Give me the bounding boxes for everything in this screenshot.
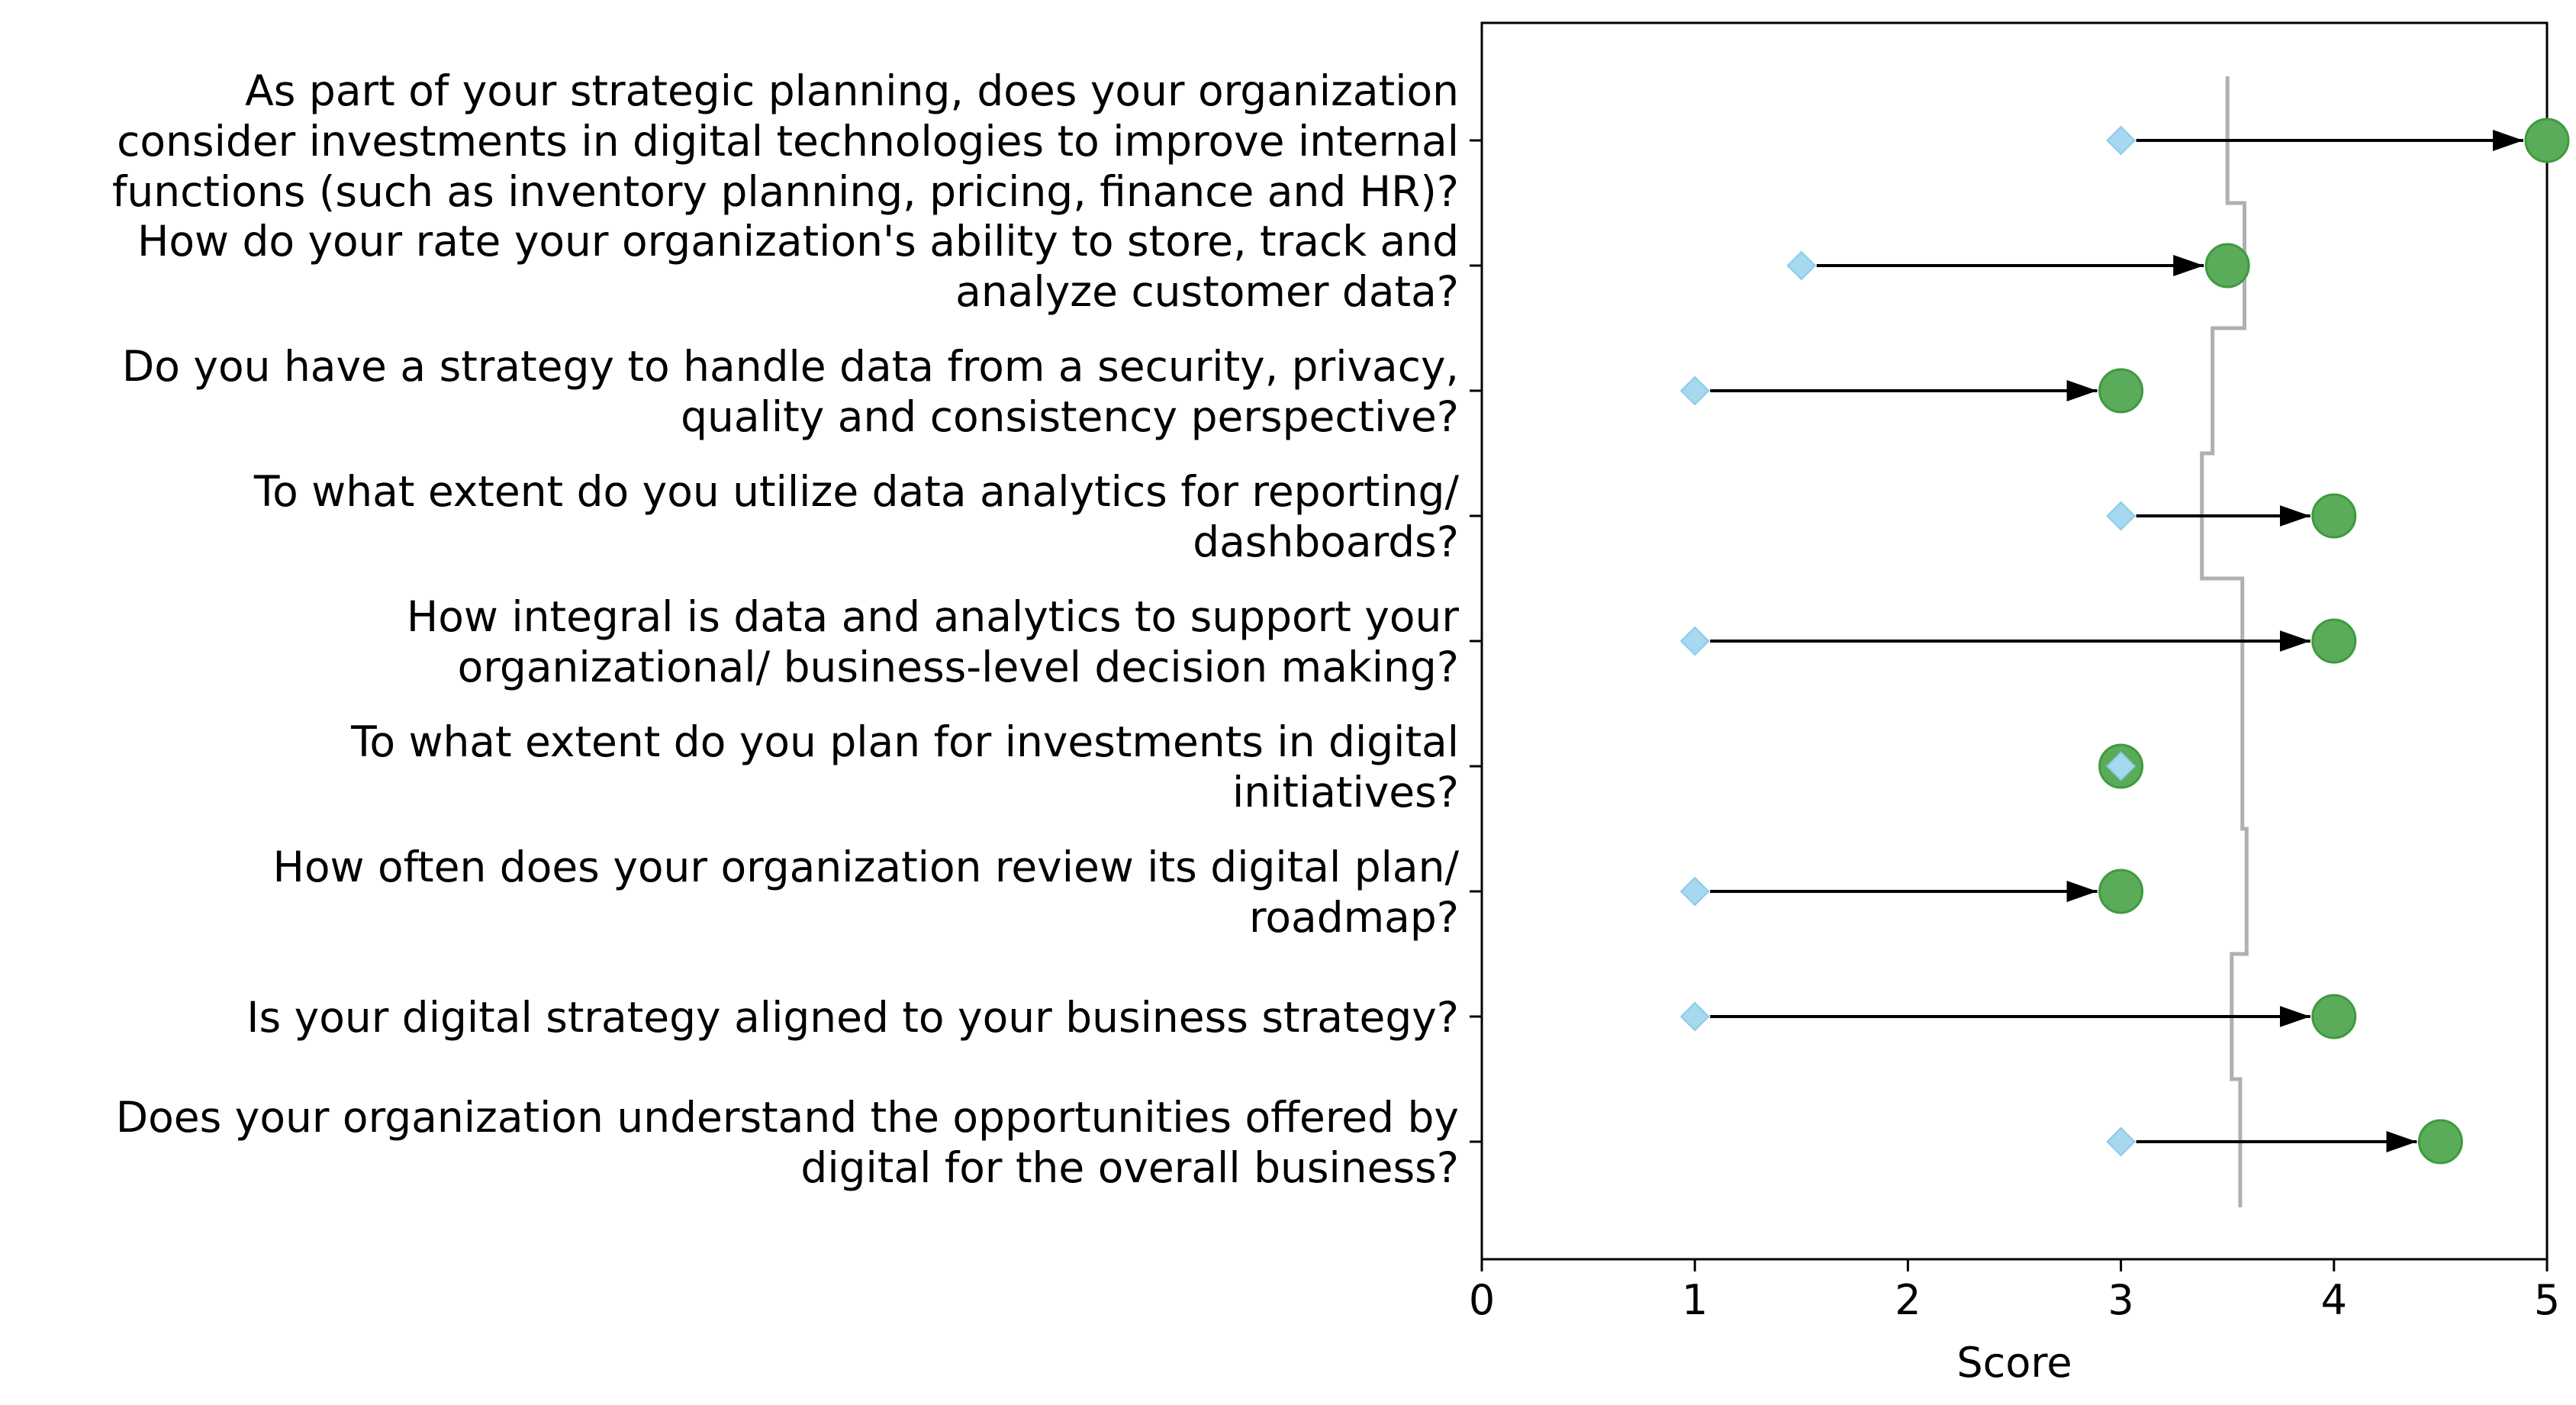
end-marker: [2311, 618, 2357, 664]
category-label: Does your organization understand the op…: [116, 1093, 1459, 1192]
category-label-line: initiatives?: [1232, 768, 1459, 817]
start-marker: [2106, 751, 2136, 781]
x-tick-label: 4: [2321, 1276, 2347, 1324]
start-marker: [1679, 876, 1710, 907]
x-tick-label: 5: [2534, 1276, 2560, 1324]
start-marker: [1679, 375, 1710, 406]
category-label: To what extent do you utilize data analy…: [253, 467, 1460, 566]
category-label-line: analyze customer data?: [955, 267, 1459, 316]
category-label-line: roadmap?: [1249, 893, 1459, 942]
category-label-line: To what extent do you utilize data analy…: [253, 467, 1460, 516]
category-label: As part of your strategic planning, does…: [112, 66, 1459, 216]
category-label-line: Does your organization understand the op…: [116, 1093, 1459, 1142]
category-label-line: Is your digital strategy aligned to your…: [246, 993, 1459, 1042]
category-label-line: Do you have a strategy to handle data fr…: [122, 342, 1459, 391]
start-marker: [2106, 1126, 2136, 1157]
end-marker: [2311, 493, 2357, 539]
category-label: Is your digital strategy aligned to your…: [246, 993, 1459, 1042]
category-label-line: To what extent do you plan for investmen…: [350, 717, 1459, 766]
end-marker: [2204, 243, 2250, 288]
category-label: To what extent do you plan for investmen…: [350, 717, 1459, 817]
end-marker: [2524, 118, 2570, 163]
category-label-line: functions (such as inventory planning, p…: [112, 167, 1459, 216]
start-marker: [2106, 125, 2136, 156]
category-label-line: organizational/ business-level decision …: [458, 643, 1459, 691]
category-label-line: How do your rate your organization's abi…: [137, 217, 1459, 266]
category-label-line: How integral is data and analytics to su…: [407, 592, 1459, 641]
end-marker: [2417, 1119, 2463, 1165]
category-label: How often does your organization review …: [273, 843, 1460, 942]
category-label-line: digital for the overall business?: [800, 1143, 1459, 1192]
category-label-line: How often does your organization review …: [273, 843, 1460, 891]
category-label: Do you have a strategy to handle data fr…: [122, 342, 1459, 441]
x-tick-label: 3: [2107, 1276, 2133, 1324]
step-line: [2200, 76, 2249, 1207]
category-label-line: dashboards?: [1193, 517, 1459, 566]
start-marker: [2106, 501, 2136, 531]
category-label: How integral is data and analytics to su…: [407, 592, 1459, 691]
category-label-line: As part of your strategic planning, does…: [245, 66, 1459, 115]
category-label-line: quality and consistency perspective?: [681, 392, 1459, 441]
start-marker: [1679, 1001, 1710, 1032]
end-marker: [2098, 868, 2144, 914]
x-tick-label: 2: [1895, 1276, 1921, 1324]
category-label: How do your rate your organization's abi…: [137, 217, 1459, 316]
start-marker: [1679, 626, 1710, 656]
x-tick-label: 0: [1469, 1276, 1495, 1324]
category-label-line: consider investments in digital technolo…: [117, 117, 1459, 166]
start-marker: [1786, 250, 1817, 281]
x-tick-label: 1: [1682, 1276, 1708, 1324]
x-axis-label: Score: [1956, 1339, 2072, 1387]
end-marker: [2311, 994, 2357, 1039]
end-marker: [2098, 368, 2144, 414]
